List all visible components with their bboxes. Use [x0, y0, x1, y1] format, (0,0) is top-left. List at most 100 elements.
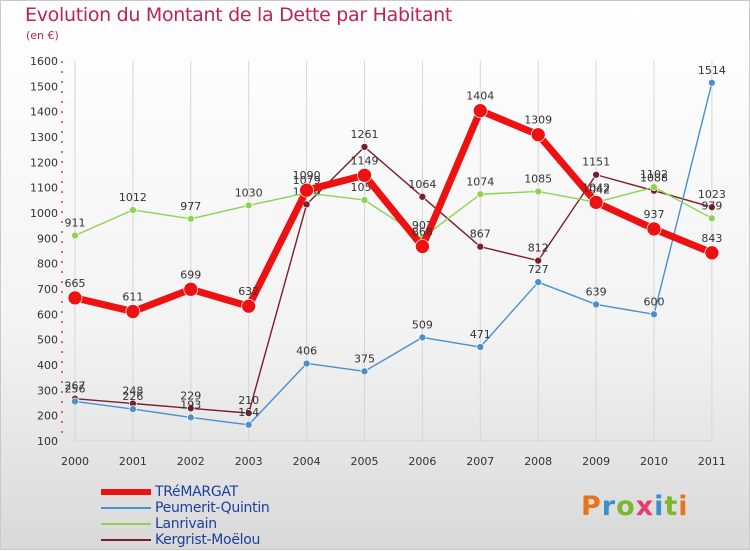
series-line	[74, 186, 713, 239]
data-label: 1042	[582, 181, 610, 194]
data-label: 867	[470, 228, 491, 241]
legend-label: Kergrist-Moëlou	[155, 532, 261, 548]
y-tick-label: 600	[37, 308, 58, 321]
data-point	[302, 359, 311, 368]
chart-title: Evolution du Montant de la Dette par Hab…	[25, 4, 453, 26]
data-label: 843	[701, 232, 722, 245]
y-tick-label: 400	[37, 359, 58, 372]
data-label: 1151	[582, 156, 610, 169]
y-tick-label: 1500	[30, 80, 58, 93]
data-label: 1149	[351, 154, 379, 167]
data-point	[244, 420, 253, 429]
brand-letter: r	[601, 491, 617, 522]
chart-subtitle: (en €)	[26, 29, 59, 42]
data-label: 1514	[698, 64, 726, 77]
series-line	[74, 107, 714, 316]
series-line	[74, 146, 713, 414]
data-point	[650, 183, 658, 192]
y-tick-label: 900	[37, 232, 58, 245]
data-label: 406	[296, 344, 317, 357]
data-label: 1085	[524, 172, 552, 185]
legend-swatch	[101, 489, 151, 495]
y-tick-label: 300	[37, 384, 58, 397]
brand-letter: o	[616, 491, 636, 522]
data-point	[708, 78, 716, 87]
x-tick-label: 2001	[119, 455, 147, 468]
data-label: 868	[412, 225, 433, 238]
x-tick-label: 2005	[351, 455, 379, 468]
data-label: 1064	[408, 178, 436, 191]
data-point	[476, 242, 485, 251]
data-point	[708, 214, 716, 223]
legend-label: Peumerit-Quintin	[155, 500, 270, 516]
data-point	[299, 182, 314, 198]
data-label: 1079	[293, 174, 321, 187]
data-point	[704, 245, 720, 261]
data-label: 632	[238, 285, 259, 298]
legend-swatch	[101, 523, 151, 525]
brand-letter: i	[678, 491, 689, 522]
series-line	[74, 82, 713, 426]
data-label: 248	[122, 385, 143, 398]
brand-letter: P	[581, 491, 602, 522]
data-point	[534, 256, 543, 265]
data-label: 1309	[524, 114, 552, 127]
data-label: 509	[412, 318, 433, 331]
data-label: 1102	[640, 168, 668, 181]
y-tick-label: 500	[37, 334, 58, 347]
data-label: 911	[65, 217, 86, 230]
x-tick-label: 2000	[61, 455, 89, 468]
brand-letter: x	[635, 491, 655, 522]
data-label: 229	[180, 389, 201, 402]
data-point	[646, 221, 662, 237]
data-point	[186, 404, 195, 413]
data-point	[129, 206, 137, 214]
data-label: 1261	[351, 128, 379, 141]
x-tick-label: 2003	[235, 455, 263, 468]
data-point	[71, 397, 79, 406]
x-tick-label: 2009	[582, 455, 610, 468]
data-point	[244, 201, 253, 210]
brand-logo: Proxiti	[581, 491, 689, 522]
y-tick-label: 1100	[30, 182, 58, 195]
data-point	[418, 192, 427, 201]
data-point	[183, 281, 199, 297]
data-point	[186, 214, 195, 223]
data-label: 665	[65, 277, 86, 290]
data-label: 471	[470, 328, 491, 341]
data-point	[244, 409, 253, 417]
data-point	[357, 167, 372, 183]
data-point	[472, 103, 488, 119]
legend-swatch	[101, 539, 151, 541]
data-point	[67, 290, 83, 306]
data-label: 210	[238, 394, 259, 407]
data-label: 979	[701, 199, 722, 212]
brand-letter: t	[664, 491, 679, 522]
data-point	[415, 239, 430, 254]
data-label: 812	[528, 242, 549, 255]
data-label: 1088	[640, 172, 668, 185]
data-label: 226	[122, 390, 143, 403]
y-tick-label: 700	[37, 283, 58, 296]
data-label: 1030	[235, 186, 263, 199]
x-tick-label: 2004	[293, 455, 321, 468]
data-point	[534, 187, 543, 196]
x-tick-label: 2006	[408, 455, 436, 468]
data-label: 600	[644, 295, 665, 308]
y-tick-label: 1600	[30, 55, 58, 68]
data-point	[592, 170, 600, 179]
data-label: 267	[65, 380, 86, 393]
data-point	[588, 195, 604, 210]
data-point	[530, 127, 546, 143]
data-point	[476, 190, 485, 199]
data-point	[592, 300, 600, 309]
data-label: 1023	[698, 188, 726, 201]
data-point	[360, 367, 369, 376]
brand-letter: i	[654, 491, 665, 522]
y-tick-label: 200	[37, 410, 58, 423]
data-label: 1404	[466, 90, 494, 103]
data-label: 639	[586, 285, 607, 298]
data-label: 375	[354, 352, 375, 365]
y-tick-label: 1400	[30, 106, 58, 119]
x-tick-label: 2007	[466, 455, 494, 468]
